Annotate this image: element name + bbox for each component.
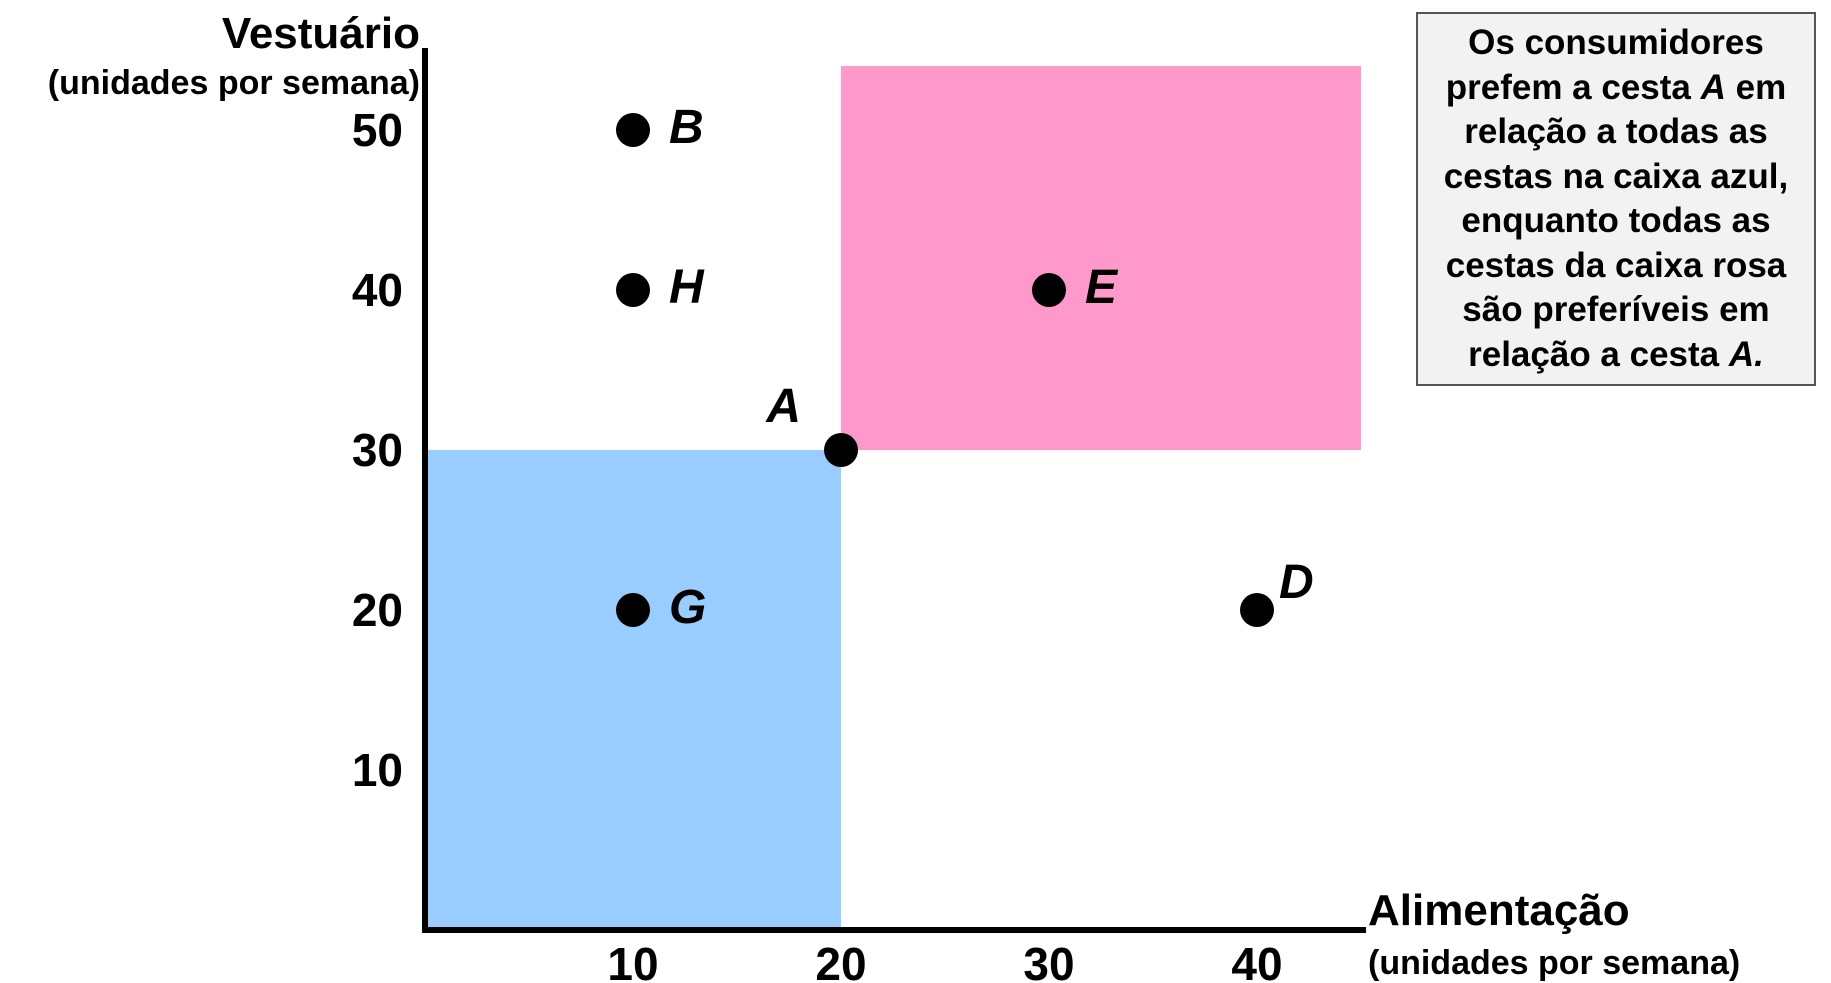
region-pink (841, 66, 1361, 450)
point-label-A: A (765, 380, 801, 433)
y-tick-label: 20 (352, 584, 403, 636)
annotation-segment: cestas na caixa azul, (1443, 156, 1789, 196)
region-blue (425, 450, 841, 930)
points-layer: A B D E G H (616, 101, 1314, 634)
x-tick-label: 20 (815, 938, 866, 983)
point-label-H: H (669, 261, 705, 314)
annotation-segment: Os consumidores (1468, 23, 1764, 62)
annotation-segment: A. (1728, 334, 1764, 374)
y-tick-label: 50 (352, 104, 403, 156)
y-tick-label: 10 (352, 744, 403, 796)
point-label-G: G (669, 581, 706, 634)
annotation-segment: relação a cesta (1468, 334, 1729, 374)
annotation-line: relação a cesta A. (1444, 333, 1788, 378)
annotation-segment: em (1725, 67, 1787, 107)
annotation-segment: prefem a cesta (1445, 67, 1701, 107)
point-label-B: B (669, 101, 704, 154)
point-B (616, 113, 650, 147)
x-tick-label: 30 (1023, 938, 1074, 983)
y-axis-title: Vestuário (222, 9, 420, 58)
annotation-segment: relação a todas as (1464, 112, 1768, 151)
point-H (616, 273, 650, 307)
y-tick-label: 40 (352, 264, 403, 316)
annotation-segment: cestas da caixa rosa (1445, 245, 1787, 285)
annotation-line: são preferíveis em (1444, 288, 1788, 333)
ticks-layer: 10 20 30 40 10 20 30 40 50 (352, 104, 1283, 983)
annotation-segment: enquanto todas as (1461, 201, 1771, 240)
y-axis-unit: (unidades por semana) (48, 64, 420, 102)
point-G (616, 593, 650, 627)
annotation-line: Os consumidores (1444, 21, 1788, 66)
annotation-text: Os consumidores prefem a cesta A em relaçã… (1444, 21, 1788, 377)
x-tick-label: 40 (1231, 938, 1282, 983)
point-E (1032, 273, 1066, 307)
annotation-line: cestas na caixa azul, (1444, 155, 1788, 200)
annotation-line: relação a todas as (1444, 110, 1788, 155)
regions-layer (425, 66, 1361, 930)
point-D (1240, 593, 1274, 627)
axes-layer (422, 48, 1366, 933)
annotation-line: cestas da caixa rosa (1444, 244, 1788, 289)
annotation-box: Os consumidores prefem a cesta A em relaçã… (1416, 12, 1816, 386)
x-tick-label: 10 (607, 938, 658, 983)
annotation-line: prefem a cesta A em (1444, 66, 1788, 111)
annotation-line: enquanto todas as (1444, 199, 1788, 244)
annotation-segment: A (1700, 67, 1726, 107)
point-label-D: D (1279, 556, 1314, 609)
y-tick-label: 30 (352, 424, 403, 476)
annotation-segment: são preferíveis em (1462, 290, 1770, 329)
point-label-E: E (1085, 261, 1119, 314)
x-axis-title: Alimentação (1368, 886, 1630, 935)
point-A (824, 433, 858, 467)
x-axis-unit: (unidades por semana) (1368, 944, 1740, 982)
